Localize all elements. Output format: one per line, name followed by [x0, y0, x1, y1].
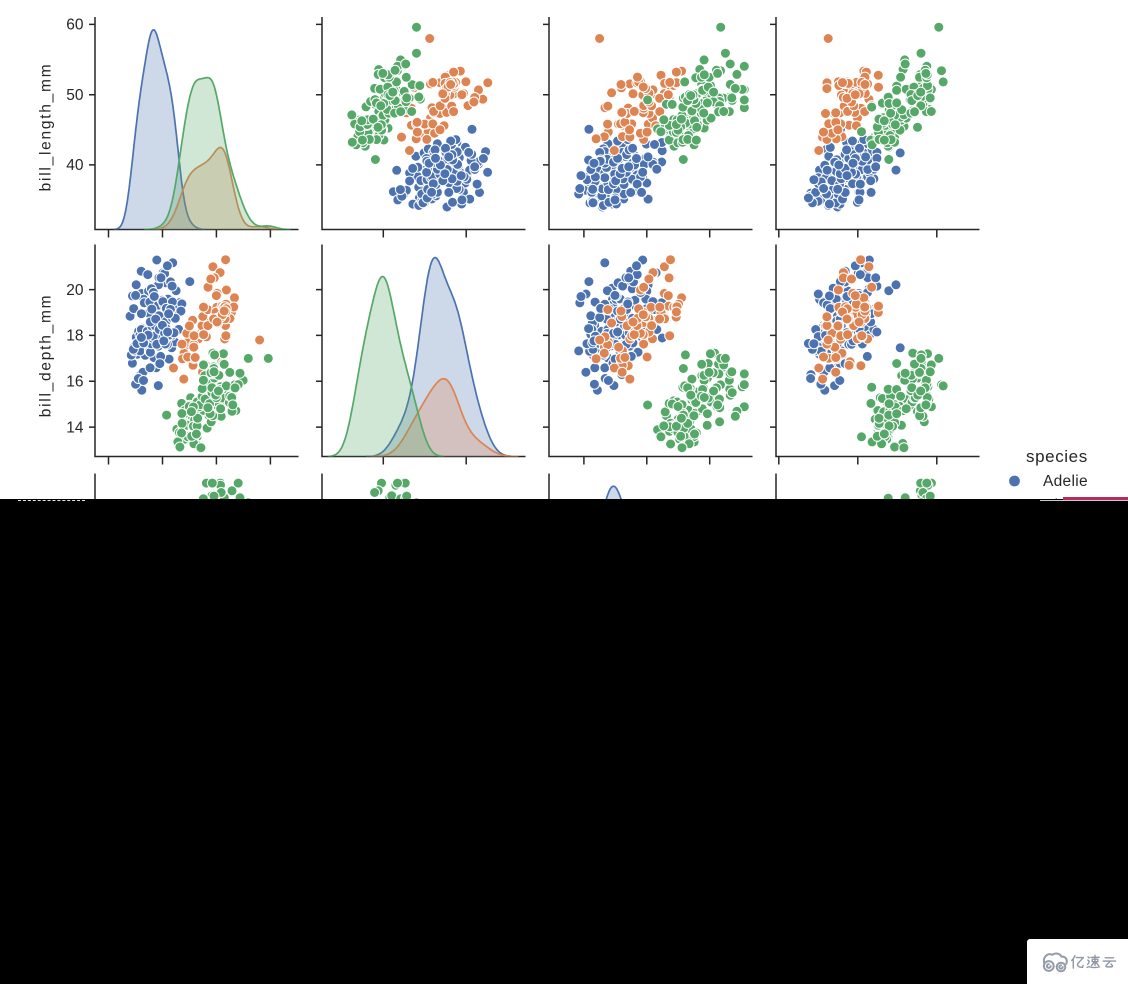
svg-text:20: 20: [66, 282, 84, 299]
svg-text:species: species: [1026, 447, 1088, 466]
svg-text:16: 16: [66, 374, 83, 391]
svg-text:bill_depth_mm: bill_depth_mm: [38, 294, 55, 418]
svg-text:60: 60: [66, 17, 84, 34]
svg-text:50: 50: [66, 87, 84, 104]
svg-text:14: 14: [66, 419, 84, 436]
svg-text:40: 40: [66, 157, 84, 174]
svg-text:bill_length_mm: bill_length_mm: [38, 63, 55, 192]
svg-text:18: 18: [66, 328, 83, 345]
svg-text:Adelie: Adelie: [1043, 473, 1088, 490]
